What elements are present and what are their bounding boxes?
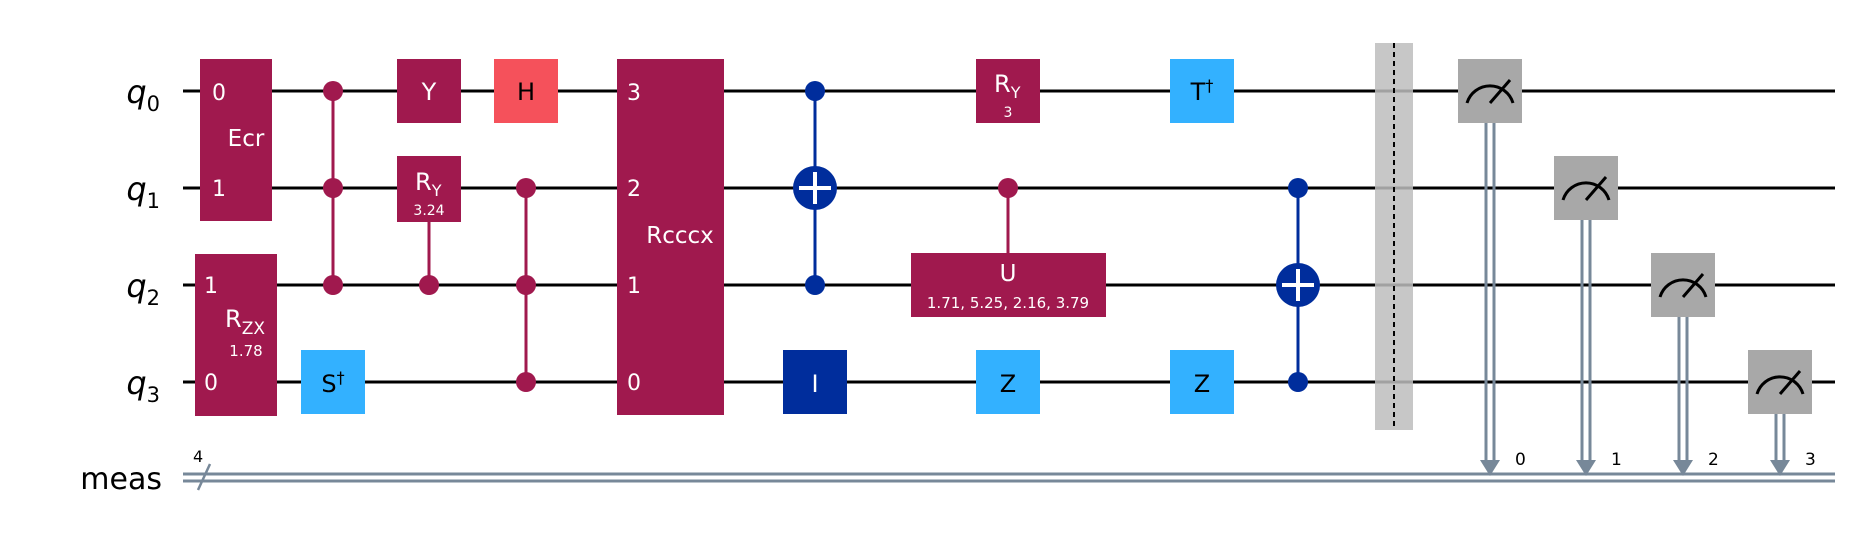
svg-text:3: 3: [627, 81, 641, 106]
svg-text:RY: RY: [415, 168, 442, 200]
ecr-gate: 0 Ecr 1: [200, 59, 272, 221]
svg-text:0: 0: [204, 371, 218, 396]
sdg-gate: S†: [301, 350, 365, 414]
cnot-gate-2: [1276, 178, 1320, 392]
controlled-ry-gate: RY 3.24: [397, 156, 461, 295]
identity-gate: I: [783, 350, 847, 414]
measure-bit-3: 3: [1805, 450, 1816, 470]
svg-text:1: 1: [627, 274, 641, 299]
z-gate-2: Z: [1170, 350, 1234, 414]
svg-text:I: I: [811, 370, 818, 398]
classical-wire: [183, 472, 1835, 483]
barrier: [1375, 43, 1413, 430]
label-q0: q0: [126, 73, 160, 116]
svg-text:1.71, 5.25, 2.16, 3.79: 1.71, 5.25, 2.16, 3.79: [927, 294, 1089, 312]
svg-text:3: 3: [1004, 105, 1013, 121]
wire-labels: q0 q1 q2 q3 meas: [80, 73, 162, 497]
svg-text:1: 1: [204, 274, 218, 299]
svg-text:0: 0: [627, 371, 641, 396]
svg-text:1: 1: [212, 177, 226, 202]
svg-text:RY: RY: [994, 70, 1021, 102]
measure-bit-2: 2: [1708, 450, 1719, 470]
h-gate: H: [494, 59, 558, 123]
label-meas: meas: [80, 462, 162, 497]
ccz-control-gate-2: [516, 178, 536, 392]
measure-q3: 3: [1748, 350, 1816, 476]
label-q3: q3: [126, 364, 160, 407]
measure-q1: 1: [1554, 156, 1622, 476]
controlled-u-gate: U 1.71, 5.25, 2.16, 3.79: [911, 178, 1106, 317]
svg-text:3.24: 3.24: [413, 203, 444, 219]
svg-text:Z: Z: [1194, 370, 1210, 398]
ccz-control-gate: [323, 81, 343, 295]
tdg-gate: T†: [1170, 59, 1234, 123]
svg-text:2: 2: [627, 177, 641, 202]
svg-text:Rcccx: Rcccx: [646, 223, 714, 249]
measure-bit-0: 0: [1515, 450, 1526, 470]
label-q1: q1: [126, 170, 160, 213]
svg-text:S†: S†: [321, 368, 344, 398]
measure-q0: 0: [1458, 59, 1526, 476]
z-gate-1: Z: [976, 350, 1040, 414]
svg-text:T†: T†: [1190, 76, 1214, 106]
y-gate: Y: [397, 59, 461, 123]
svg-text:Ecr: Ecr: [228, 126, 265, 152]
svg-text:1.78: 1.78: [229, 342, 262, 360]
ry-gate: RY 3: [976, 59, 1040, 123]
rzx-gate: 1 RZX 1.78 0: [195, 254, 277, 416]
measure-bit-1: 1: [1611, 450, 1622, 470]
svg-text:Y: Y: [421, 78, 437, 106]
svg-text:0: 0: [212, 81, 226, 106]
svg-text:RZX: RZX: [225, 305, 265, 339]
creg-bundle-slash: [196, 463, 212, 491]
rcccx-gate: 3 2 Rcccx 1 0: [617, 59, 724, 415]
svg-text:U: U: [1000, 261, 1017, 287]
svg-text:Z: Z: [1000, 370, 1016, 398]
cnot-gate-1: [793, 81, 837, 295]
creg-size: 4: [193, 447, 203, 466]
label-q2: q2: [126, 267, 160, 310]
svg-text:H: H: [517, 78, 535, 106]
measure-q2: 2: [1651, 253, 1719, 476]
